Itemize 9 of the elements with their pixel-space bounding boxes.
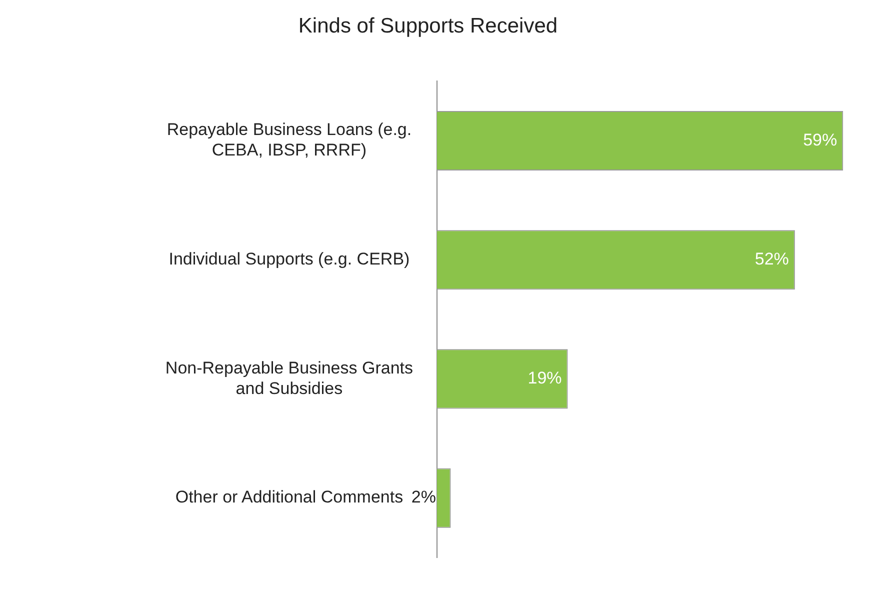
y-tick-label: Repayable Business Loans (e.g. CEBA, IBSP, RRRF) bbox=[166, 120, 412, 160]
y-tick-label: Other or Additional Comments bbox=[175, 488, 404, 507]
y-tick-label: Non-Repayable Business Grants and Subsidies bbox=[165, 358, 414, 398]
data-label: 2% bbox=[411, 488, 436, 507]
chart-title: Kinds of Supports Received bbox=[298, 14, 558, 38]
data-label: 52% bbox=[754, 250, 789, 269]
y-tick-label: Individual Supports (e.g. CERB) bbox=[168, 250, 410, 269]
data-label: 19% bbox=[528, 368, 562, 388]
data-label: 59% bbox=[803, 130, 838, 150]
